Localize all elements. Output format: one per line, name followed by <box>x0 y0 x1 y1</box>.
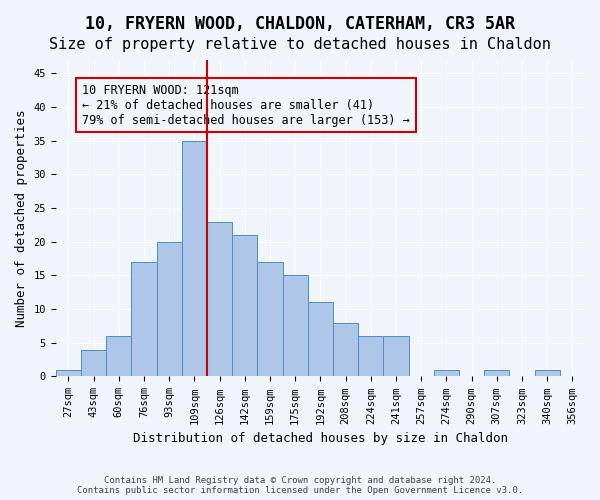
Y-axis label: Number of detached properties: Number of detached properties <box>15 110 28 327</box>
Text: 10 FRYERN WOOD: 121sqm
← 21% of detached houses are smaller (41)
79% of semi-det: 10 FRYERN WOOD: 121sqm ← 21% of detached… <box>82 84 410 126</box>
Bar <box>131 262 157 376</box>
Bar <box>81 350 106 376</box>
Text: 10, FRYERN WOOD, CHALDON, CATERHAM, CR3 5AR: 10, FRYERN WOOD, CHALDON, CATERHAM, CR3 … <box>85 15 515 33</box>
Bar <box>207 222 232 376</box>
Bar <box>283 276 308 376</box>
Bar <box>358 336 383 376</box>
Text: Size of property relative to detached houses in Chaldon: Size of property relative to detached ho… <box>49 38 551 52</box>
Bar <box>535 370 560 376</box>
Bar <box>56 370 81 376</box>
Bar <box>182 141 207 376</box>
Bar <box>232 235 257 376</box>
Bar <box>106 336 131 376</box>
Bar <box>484 370 509 376</box>
Bar <box>434 370 459 376</box>
Bar <box>383 336 409 376</box>
Bar <box>157 242 182 376</box>
X-axis label: Distribution of detached houses by size in Chaldon: Distribution of detached houses by size … <box>133 432 508 445</box>
Bar <box>308 302 333 376</box>
Bar <box>257 262 283 376</box>
Bar <box>333 322 358 376</box>
Text: Contains HM Land Registry data © Crown copyright and database right 2024.
Contai: Contains HM Land Registry data © Crown c… <box>77 476 523 495</box>
